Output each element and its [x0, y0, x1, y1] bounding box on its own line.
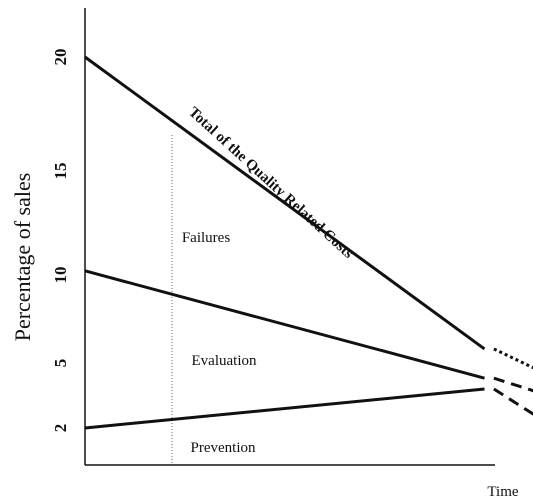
y-tick-label: 2 [51, 424, 70, 433]
y-tick-label: 15 [51, 163, 70, 180]
y-tick-label: 10 [51, 267, 70, 284]
region-label-prevention: Prevention [191, 440, 256, 456]
series-lines [84, 55, 533, 430]
x-axis-title: Time [487, 484, 518, 500]
y-tick-labels: 20 15 10 5 2 [51, 49, 70, 433]
y-tick-label: 5 [51, 359, 70, 368]
y-axis-title: Percentage of sales [10, 173, 35, 342]
series-projection-2 [493, 387, 533, 416]
region-label-evaluation: Evaluation [192, 353, 257, 369]
y-tick-label: 20 [51, 49, 70, 66]
series-line-2 [84, 387, 485, 430]
series-line-0 [84, 55, 486, 351]
series-line-1 [84, 269, 485, 380]
series-projection-0 [493, 347, 533, 370]
region-label-failures: Failures [182, 230, 230, 246]
series-projection-1 [493, 376, 533, 393]
